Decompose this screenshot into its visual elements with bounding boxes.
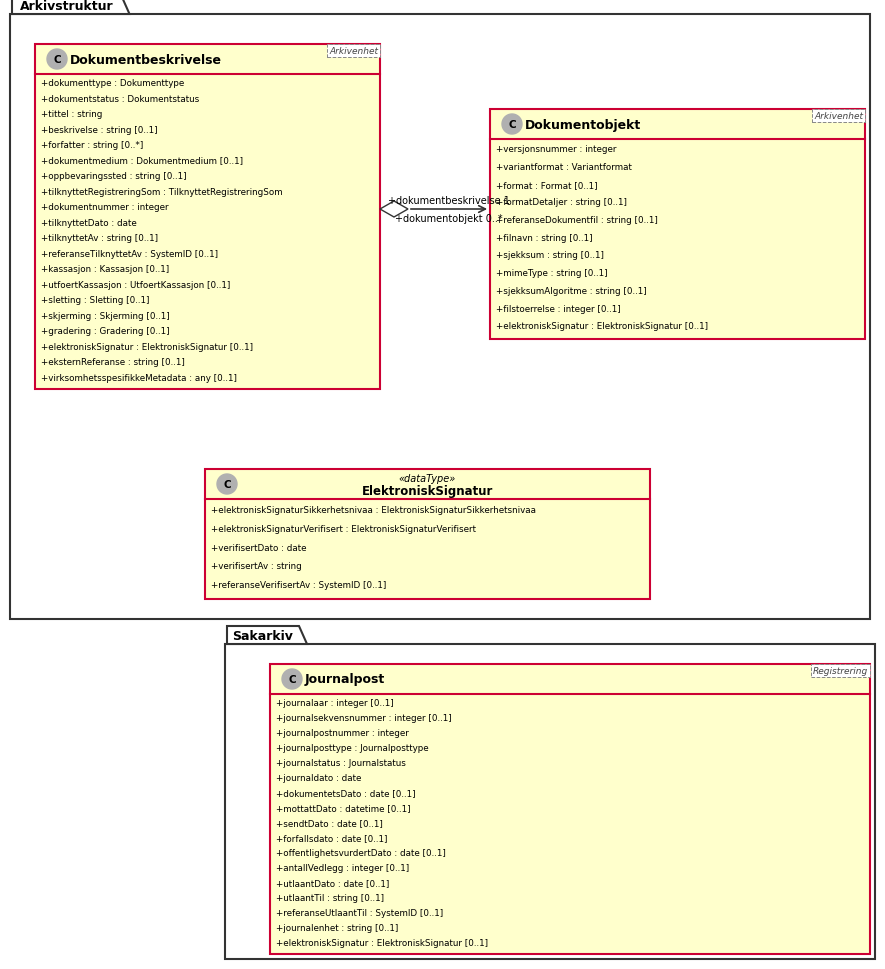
Text: Dokumentobjekt: Dokumentobjekt	[525, 118, 642, 132]
Text: +referanseUtlaantTil : SystemID [0..1]: +referanseUtlaantTil : SystemID [0..1]	[276, 908, 443, 918]
Text: +utfoertKassasjon : UtfoertKassasjon [0..1]: +utfoertKassasjon : UtfoertKassasjon [0.…	[41, 280, 230, 290]
Text: +tilknyttetDato : date: +tilknyttetDato : date	[41, 218, 137, 228]
Text: +tittel : string: +tittel : string	[41, 109, 103, 119]
Text: +forfallsdato : date [0..1]: +forfallsdato : date [0..1]	[276, 833, 388, 842]
Text: ElektroniskSignatur: ElektroniskSignatur	[362, 484, 493, 498]
Text: «dataType»: «dataType»	[399, 474, 456, 484]
Text: +dokumentobjekt 0..*: +dokumentobjekt 0..*	[396, 214, 503, 224]
Text: +beskrivelse : string [0..1]: +beskrivelse : string [0..1]	[41, 125, 158, 135]
Text: +referanseDokumentfil : string [0..1]: +referanseDokumentfil : string [0..1]	[496, 216, 658, 225]
Text: Arkivenhet: Arkivenhet	[329, 47, 378, 56]
Bar	[10, 15, 870, 619]
Text: Arkivstruktur: Arkivstruktur	[20, 0, 113, 13]
Text: +format : Format [0..1]: +format : Format [0..1]	[496, 180, 597, 189]
Text: +verifisertDato : date: +verifisertDato : date	[211, 543, 306, 552]
Polygon shape	[227, 626, 307, 644]
Text: +dokumentnummer : integer: +dokumentnummer : integer	[41, 203, 169, 212]
Text: +elektroniskSignaturVerifisert : ElektroniskSignaturVerifisert: +elektroniskSignaturVerifisert : Elektro…	[211, 524, 476, 533]
Text: +elektroniskSignatur : ElektroniskSignatur [0..1]: +elektroniskSignatur : ElektroniskSignat…	[276, 938, 489, 948]
Text: +journalstatus : Journalstatus: +journalstatus : Journalstatus	[276, 758, 406, 767]
Text: +journaldato : date: +journaldato : date	[276, 773, 361, 782]
Circle shape	[502, 115, 522, 135]
Text: +elektroniskSignatur : ElektroniskSignatur [0..1]: +elektroniskSignatur : ElektroniskSignat…	[41, 342, 253, 352]
Polygon shape	[380, 202, 408, 218]
Text: +verifisertAv : string: +verifisertAv : string	[211, 562, 302, 571]
Bar	[225, 644, 875, 959]
Text: +elektroniskSignatur : ElektroniskSignatur [0..1]: +elektroniskSignatur : ElektroniskSignat…	[496, 322, 708, 330]
Text: +dokumentetsDato : date [0..1]: +dokumentetsDato : date [0..1]	[276, 788, 416, 797]
Text: +formatDetaljer : string [0..1]: +formatDetaljer : string [0..1]	[496, 198, 627, 207]
Text: +sendtDato : date [0..1]: +sendtDato : date [0..1]	[276, 818, 383, 828]
Text: Sakarkiv: Sakarkiv	[233, 629, 294, 641]
Polygon shape	[12, 0, 129, 15]
Text: +sletting : Sletting [0..1]: +sletting : Sletting [0..1]	[41, 296, 150, 305]
Text: +elektroniskSignaturSikkerhetsnivaa : ElektroniskSignaturSikkerhetsnivaa: +elektroniskSignaturSikkerhetsnivaa : El…	[211, 506, 536, 515]
Text: C: C	[508, 120, 516, 130]
Circle shape	[282, 670, 302, 689]
Text: +dokumentmedium : Dokumentmedium [0..1]: +dokumentmedium : Dokumentmedium [0..1]	[41, 156, 243, 166]
Circle shape	[47, 50, 67, 70]
Text: C: C	[53, 55, 61, 65]
Text: +antallVedlegg : integer [0..1]: +antallVedlegg : integer [0..1]	[276, 863, 409, 872]
Text: +eksternReferanse : string [0..1]: +eksternReferanse : string [0..1]	[41, 358, 185, 367]
Text: +sjekksumAlgoritme : string [0..1]: +sjekksumAlgoritme : string [0..1]	[496, 287, 647, 296]
Text: Arkivenhet: Arkivenhet	[814, 111, 863, 121]
Text: +sjekksum : string [0..1]: +sjekksum : string [0..1]	[496, 251, 604, 260]
Text: +forfatter : string [0..*]: +forfatter : string [0..*]	[41, 141, 143, 150]
Text: Registrering: Registrering	[812, 667, 868, 675]
Text: +kassasjon : Kassasjon [0..1]: +kassasjon : Kassasjon [0..1]	[41, 265, 169, 274]
Text: +referanseVerifisertAv : SystemID [0..1]: +referanseVerifisertAv : SystemID [0..1]	[211, 580, 387, 590]
Text: +journalaar : integer [0..1]: +journalaar : integer [0..1]	[276, 698, 394, 707]
Text: C: C	[223, 480, 231, 489]
Text: +utlaantTil : string [0..1]: +utlaantTil : string [0..1]	[276, 893, 384, 902]
Bar	[205, 470, 650, 600]
Circle shape	[217, 475, 237, 494]
Text: +referanseTilknyttetAv : SystemID [0..1]: +referanseTilknyttetAv : SystemID [0..1]	[41, 249, 218, 259]
Text: +gradering : Gradering [0..1]: +gradering : Gradering [0..1]	[41, 327, 170, 336]
Text: +journalpostnummer : integer: +journalpostnummer : integer	[276, 728, 409, 737]
Text: +mimeType : string [0..1]: +mimeType : string [0..1]	[496, 268, 608, 278]
Text: +versjonsnummer : integer: +versjonsnummer : integer	[496, 145, 617, 154]
Text: C: C	[289, 674, 296, 684]
Text: +journalposttype : Journalposttype: +journalposttype : Journalposttype	[276, 743, 428, 752]
Text: +offentlighetsvurdertDato : date [0..1]: +offentlighetsvurdertDato : date [0..1]	[276, 848, 446, 858]
Text: +variantformat : Variantformat: +variantformat : Variantformat	[496, 163, 632, 172]
Text: +filstoerrelse : integer [0..1]: +filstoerrelse : integer [0..1]	[496, 304, 620, 313]
Text: +journalsekvensnummer : integer [0..1]: +journalsekvensnummer : integer [0..1]	[276, 713, 451, 722]
Text: +tilknyttetRegistreringSom : TilknyttetRegistreringSom: +tilknyttetRegistreringSom : TilknyttetR…	[41, 187, 282, 197]
Text: +tilknyttetAv : string [0..1]: +tilknyttetAv : string [0..1]	[41, 234, 158, 243]
Text: Journalpost: Journalpost	[305, 672, 385, 686]
Text: +dokumentbeskrivelse 1: +dokumentbeskrivelse 1	[388, 196, 510, 205]
Text: +oppbevaringssted : string [0..1]: +oppbevaringssted : string [0..1]	[41, 172, 187, 181]
Bar	[270, 665, 870, 954]
Text: +dokumentstatus : Dokumentstatus: +dokumentstatus : Dokumentstatus	[41, 94, 199, 104]
Text: +journalenhet : string [0..1]: +journalenhet : string [0..1]	[276, 923, 398, 932]
Text: +dokumenttype : Dokumenttype: +dokumenttype : Dokumenttype	[41, 78, 184, 88]
Text: +filnavn : string [0..1]: +filnavn : string [0..1]	[496, 234, 593, 242]
Text: Dokumentbeskrivelse: Dokumentbeskrivelse	[70, 53, 222, 67]
Text: +mottattDato : datetime [0..1]: +mottattDato : datetime [0..1]	[276, 803, 411, 812]
Bar	[490, 109, 865, 340]
Text: +virksomhetsspesifikkeMetadata : any [0..1]: +virksomhetsspesifikkeMetadata : any [0.…	[41, 373, 237, 383]
Text: +utlaantDato : date [0..1]: +utlaantDato : date [0..1]	[276, 878, 389, 888]
Text: +skjerming : Skjerming [0..1]: +skjerming : Skjerming [0..1]	[41, 311, 170, 321]
Bar	[35, 45, 380, 390]
